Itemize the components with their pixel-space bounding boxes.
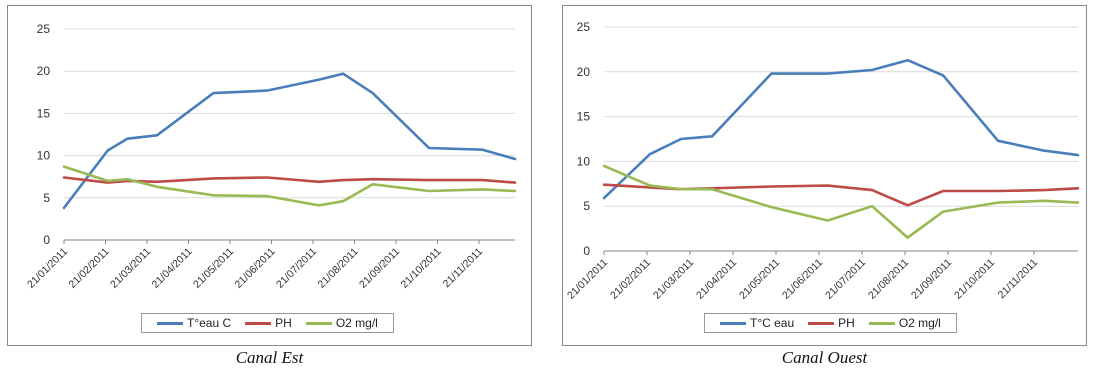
legend-swatch [868,321,895,325]
legend-label: T°C eau [750,316,795,330]
x-tick-label: 21/04/2011 [694,257,739,302]
y-tick-label: 0 [583,244,590,258]
x-tick-label: 21/05/2011 [737,257,782,302]
legend-item: O2 mg/l [305,316,378,330]
x-tick-label: 21/02/2011 [67,246,112,291]
chart-panel-canal-ouest: 0 5 10 15 20 25 21/01/2011 21/02/2011 21/03/2011… [562,5,1087,346]
x-tick-label: 21/01/2011 [565,257,610,302]
legend-item: PH [808,316,855,330]
x-tick-label: 21/10/2011 [952,257,997,302]
x-tick-label: 21/09/2011 [357,246,402,291]
x-tick-label: 21/08/2011 [866,257,911,302]
legend-item: T°C eau [720,316,794,330]
chart-panel-canal-est: 0 5 10 15 20 25 21/01/2011 21/02/2011 21/03/2011… [7,5,532,346]
y-tick-label: 10 [577,154,591,168]
y-tick-label: 15 [37,106,51,120]
x-tick-label: 21/04/2011 [150,246,195,291]
legend-swatch [157,321,183,325]
x-tick-label: 21/06/2011 [780,257,825,302]
series-line [62,165,517,207]
x-tick-label: 21/05/2011 [191,246,236,291]
x-tick-label: 21/10/2011 [399,246,444,291]
legend: T°C eau PH O2 mg/l [704,313,957,333]
series-line [62,176,517,184]
series-line [62,72,517,210]
legend-swatch [808,321,835,325]
x-tick-label: 21/07/2011 [274,246,319,291]
series-line [602,58,1080,200]
chart-canal-est: 0 5 10 15 20 25 21/01/201121/02/201121/03/2011… [25,22,517,291]
x-tick-label: 21/03/2011 [651,257,696,302]
legend-label: T°eau C [187,316,232,330]
legend: T°eau C PH O2 mg/l [141,313,394,333]
x-tick-label: 21/08/2011 [316,246,361,291]
y-tick-label: 5 [583,199,590,213]
y-tick-label: 25 [577,20,591,34]
x-tick-label: 21/03/2011 [108,246,153,291]
x-tick-label: 21/09/2011 [909,257,954,302]
legend-swatch [720,321,746,325]
x-tick-label: 21/06/2011 [233,246,278,291]
legend-label: O2 mg/l [898,316,941,330]
legend-label: PH [275,316,292,330]
legend-item: O2 mg/l [868,316,941,330]
y-tick-label: 20 [577,65,591,79]
legend-item: T°eau C [157,316,231,330]
y-tick-label: 15 [577,110,591,124]
chart-caption: Canal Ouest [781,348,868,367]
chart-caption: Canal Est [235,348,304,367]
x-tick-label: 21/01/2011 [25,246,70,291]
x-tick-label: 21/11/2011 [996,257,1041,302]
y-tick-label: 20 [37,64,51,78]
legend-label: O2 mg/l [335,316,378,330]
y-tick-label: 10 [37,149,51,163]
legend-swatch [305,321,332,325]
x-tick-label: 21/07/2011 [823,257,868,302]
x-tick-label: 21/11/2011 [441,246,486,291]
y-tick-label: 0 [43,233,50,247]
legend-label: PH [838,316,855,330]
y-tick-label: 5 [43,191,50,205]
chart-canal-ouest: 0 5 10 15 20 25 21/01/201121/02/201121/03/2011… [565,20,1080,302]
legend-item: PH [245,316,292,330]
x-tick-label: 21/02/2011 [608,257,653,302]
series-line [602,164,1080,239]
y-tick-label: 25 [37,22,51,36]
legend-swatch [245,321,272,325]
